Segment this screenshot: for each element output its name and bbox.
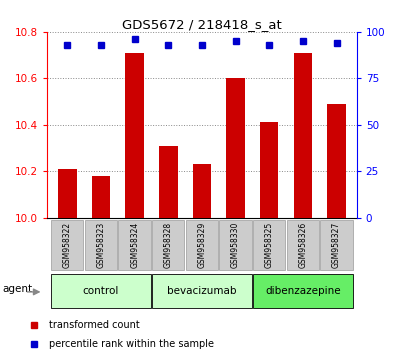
Bar (92, 176, 110, 218)
Text: GSM958328: GSM958328 (163, 222, 172, 268)
Text: transformed count: transformed count (49, 320, 140, 330)
Text: GSM958329: GSM958329 (197, 222, 206, 268)
Text: GSM958322: GSM958322 (63, 222, 72, 268)
Text: GSM958326: GSM958326 (298, 222, 307, 268)
Bar (152, 220, 184, 270)
Text: dibenzazepine: dibenzazepine (264, 286, 340, 296)
Title: GDS5672 / 218418_s_at: GDS5672 / 218418_s_at (122, 18, 281, 31)
Bar (125, 53, 144, 218)
Bar (159, 146, 177, 218)
Text: GSM958330: GSM958330 (231, 222, 240, 268)
Bar (259, 122, 278, 218)
Text: GSM958325: GSM958325 (264, 222, 273, 268)
Text: GSM958327: GSM958327 (331, 222, 340, 268)
Bar (219, 220, 251, 270)
Bar (152, 274, 251, 308)
Bar (326, 104, 345, 218)
Text: agent: agent (2, 284, 32, 294)
Bar (293, 53, 311, 218)
Bar (51, 274, 151, 308)
Text: GSM958323: GSM958323 (96, 222, 105, 268)
Bar (286, 220, 318, 270)
Bar (85, 220, 117, 270)
Text: GSM958324: GSM958324 (130, 222, 139, 268)
Bar (58, 169, 76, 218)
Text: bevacizumab: bevacizumab (167, 286, 236, 296)
Bar (252, 274, 352, 308)
Bar (226, 78, 244, 218)
Bar (185, 220, 218, 270)
Text: percentile rank within the sample: percentile rank within the sample (49, 339, 214, 349)
Bar (319, 220, 352, 270)
Bar (51, 220, 83, 270)
Text: control: control (83, 286, 119, 296)
Bar (192, 164, 211, 218)
Bar (118, 220, 151, 270)
Bar (252, 220, 285, 270)
